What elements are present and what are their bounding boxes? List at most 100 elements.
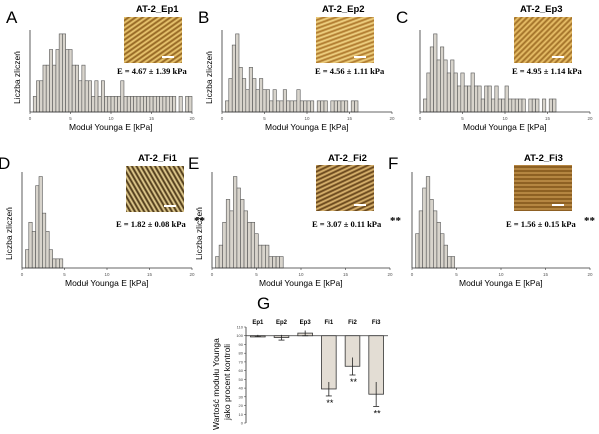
histogram-bar	[225, 100, 230, 113]
histogram-bar	[480, 98, 485, 113]
histogram-bar	[440, 46, 445, 113]
histogram-bar	[422, 187, 427, 269]
histogram-bar	[143, 96, 147, 113]
histogram-bar	[433, 33, 438, 113]
histogram-plot: 0 5 10 15 20	[29, 30, 195, 121]
histogram-bar	[276, 100, 281, 113]
x-tick-label: 5	[461, 116, 464, 121]
category-label: Fi1	[324, 320, 333, 326]
histogram-bar	[139, 96, 144, 113]
x-tick-label: 0	[221, 116, 224, 121]
x-tick-label: 5	[255, 272, 258, 277]
category-label: Fi3	[372, 320, 381, 326]
y-tick-label: 0	[241, 421, 244, 426]
histogram-bar	[49, 49, 53, 113]
x-tick-label: 5	[63, 272, 66, 277]
histogram-bar	[340, 100, 345, 113]
histogram-bar	[457, 85, 462, 113]
histogram-bar	[71, 64, 76, 113]
inset-title: AT-2_Ep1	[136, 4, 179, 15]
y-tick-label: 110	[237, 325, 244, 330]
histogram-bar	[58, 33, 63, 113]
histogram-bar	[185, 96, 190, 113]
significance-marker: **	[326, 398, 334, 408]
histogram-bar	[450, 59, 455, 113]
y-tick-label: 50	[239, 377, 244, 382]
modulus-value: E = 1.82 ± 0.08 kPa	[116, 219, 186, 229]
histogram-bar	[275, 256, 280, 269]
histogram-bar	[133, 96, 138, 113]
histogram-bar	[333, 100, 338, 113]
category-label: Ep1	[252, 320, 264, 326]
y-tick-label: 20	[239, 403, 244, 408]
histogram-bar	[344, 100, 349, 113]
histogram-bar	[272, 256, 277, 269]
panel-letter: B	[198, 8, 210, 27]
y-tick-label: 30	[239, 394, 244, 399]
y-tick-label: 10	[239, 412, 244, 417]
x-tick-label: 10	[502, 116, 508, 121]
histogram-bar	[162, 96, 167, 113]
histogram-bar	[238, 67, 243, 113]
histogram-bar	[494, 85, 499, 113]
histogram-bar	[262, 89, 267, 113]
y-axis-label: Liczba zliczeń	[194, 207, 204, 260]
significance-stars: **	[390, 215, 401, 227]
histogram-bar	[91, 96, 96, 113]
x-tick-label: 20	[189, 116, 195, 121]
histogram-bar	[450, 256, 456, 269]
histogram-bar	[130, 96, 134, 113]
histogram-bar	[94, 80, 99, 113]
histogram-bar	[81, 64, 86, 113]
histogram-bar	[443, 59, 448, 113]
x-tick-label: 15	[543, 272, 549, 277]
histogram-panel-c: C 0 5 10 15 20 Moduł Younga E [kPa] AT-2_Ep3 E =…	[396, 0, 599, 140]
histogram-bar	[259, 78, 264, 113]
x-axis-label: Moduł Younga E [kPa]	[265, 122, 349, 132]
afm-image	[316, 17, 374, 63]
histogram-bar	[255, 89, 260, 113]
y-axis-label-2: jako procent kontroli	[222, 343, 232, 420]
histogram-panel-e: E 0 5 10 15 20 Moduł Younga E [kPa] Liczba zlic…	[188, 150, 401, 295]
x-tick-label: 10	[498, 272, 504, 277]
x-tick-label: 15	[545, 116, 551, 121]
histogram-bar	[477, 85, 482, 113]
histogram-bar	[113, 96, 118, 113]
histogram-bar	[38, 176, 43, 269]
inset-title: AT-2_Ep2	[322, 4, 365, 15]
histogram-bar	[55, 258, 60, 269]
histogram-bar	[521, 98, 526, 113]
histogram-bar	[240, 199, 245, 269]
y-axis-label: Wartość modułu Younga	[211, 338, 221, 430]
histogram-bar	[497, 98, 502, 113]
histogram-bar	[152, 96, 157, 113]
histogram-bar	[245, 89, 250, 113]
x-tick-label: 10	[108, 116, 114, 121]
histogram-bar	[36, 80, 41, 113]
x-tick-label: 15	[149, 116, 155, 121]
inset-title: AT-2_Fi3	[524, 153, 563, 164]
histogram-bar	[165, 96, 170, 113]
histogram-bar	[68, 49, 73, 113]
histogram-bar	[306, 100, 311, 113]
afm-image	[126, 166, 184, 212]
y-axis-label: Liczba zliczeń	[4, 207, 14, 260]
histogram-bar	[436, 221, 441, 269]
histogram-bar	[296, 89, 301, 113]
histogram-bar	[446, 72, 451, 113]
y-tick-label: 100	[236, 333, 243, 338]
histogram-bar	[272, 89, 277, 113]
histogram-bar	[88, 80, 92, 113]
histogram-bar	[59, 258, 64, 269]
scale-bar	[354, 204, 366, 206]
category-label: Ep2	[276, 320, 288, 326]
histogram-bar	[429, 199, 434, 269]
histogram-bar	[453, 72, 458, 113]
histogram-bar	[104, 96, 109, 113]
histogram-bar	[310, 100, 315, 113]
histogram-bar	[293, 100, 298, 113]
histogram-bar	[279, 100, 284, 113]
histogram-bar	[484, 85, 489, 113]
histogram-bar	[268, 256, 273, 269]
histogram-bar	[474, 85, 479, 113]
